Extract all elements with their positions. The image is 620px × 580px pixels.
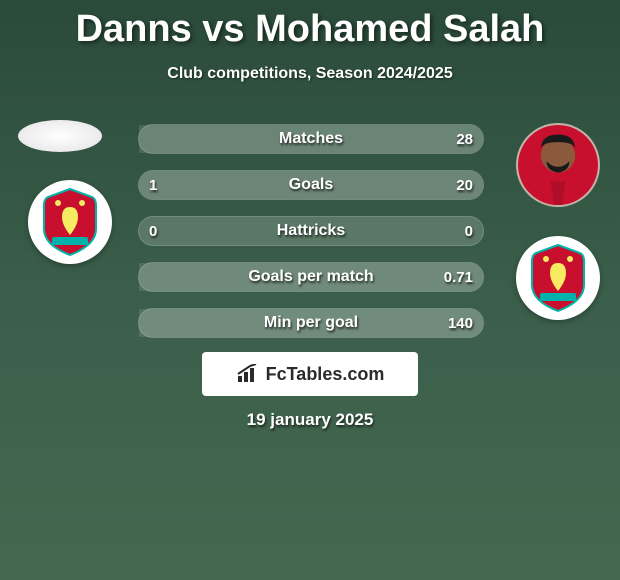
stat-right-value: 0.71 bbox=[444, 269, 473, 286]
page-subtitle: Club competitions, Season 2024/2025 bbox=[0, 65, 620, 83]
stat-row-goals-per-match: Goals per match 0.71 bbox=[138, 262, 484, 292]
club-crest-left bbox=[28, 180, 112, 264]
stat-row-matches: Matches 28 bbox=[138, 124, 484, 154]
stat-row-goals: 1 Goals 20 bbox=[138, 170, 484, 200]
stat-right-value: 140 bbox=[448, 315, 473, 332]
salah-icon bbox=[518, 125, 598, 205]
stat-label: Goals per match bbox=[139, 268, 483, 286]
branding-box: FcTables.com bbox=[202, 352, 418, 396]
stat-label: Min per goal bbox=[139, 314, 483, 332]
stat-right-value: 28 bbox=[456, 131, 473, 148]
stat-row-min-per-goal: Min per goal 140 bbox=[138, 308, 484, 338]
liverpool-crest-icon bbox=[40, 187, 100, 257]
club-crest-right bbox=[516, 236, 600, 320]
player-right-avatar bbox=[516, 123, 600, 207]
stat-right-value: 20 bbox=[456, 177, 473, 194]
stat-label: Goals bbox=[139, 176, 483, 194]
liverpool-crest-icon bbox=[528, 243, 588, 313]
date-text: 19 january 2025 bbox=[0, 410, 620, 430]
stat-label: Matches bbox=[139, 130, 483, 148]
stat-label: Hattricks bbox=[139, 222, 483, 240]
stat-right-value: 0 bbox=[465, 223, 473, 240]
stats-container: Matches 28 1 Goals 20 0 Hattricks 0 Goal… bbox=[138, 124, 484, 354]
branding-text: FcTables.com bbox=[266, 364, 385, 385]
stat-row-hattricks: 0 Hattricks 0 bbox=[138, 216, 484, 246]
player-left-avatar bbox=[18, 120, 102, 152]
chart-icon bbox=[236, 364, 260, 384]
page-title: Danns vs Mohamed Salah bbox=[0, 0, 620, 51]
